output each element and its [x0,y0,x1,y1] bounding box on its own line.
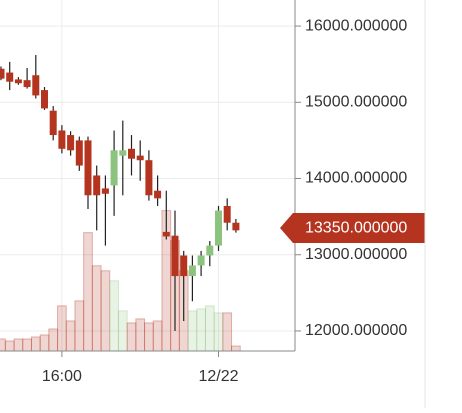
candle-body [223,205,231,223]
candle-body [154,190,162,199]
volume-bar [144,322,154,352]
volume-bar [83,232,93,352]
volume-bar [4,340,15,352]
volume-bar [126,322,137,352]
volume-bar [100,270,111,352]
volume-bar [213,312,224,352]
y-tick-label: 15000.000000 [305,94,407,111]
candle-body [93,175,101,196]
candle-body [14,79,22,84]
volume-bar [196,308,206,352]
candle-body [0,68,5,79]
candle-body [206,245,214,256]
volume-bar [109,280,119,352]
candle-body [101,188,109,194]
candle-body [110,150,118,186]
volume-bar [22,338,32,352]
candle-body [32,75,40,96]
volume-bar [0,338,6,352]
volume-bar [65,320,76,352]
y-tick-label: 13000.000000 [305,246,407,263]
last-price-label: 13350.000000 [305,219,407,236]
candle-body [23,80,31,88]
volume-bar [30,336,41,352]
y-tick-label: 16000.000000 [305,17,407,34]
x-tick-label: 16:00 [42,368,82,385]
axis-labels: 12000.000000 13000.000000 14000.000000 1500… [42,17,425,385]
candle-body [145,160,153,196]
volume-bar [117,310,128,352]
volume-bar [48,328,59,352]
candle-body [49,110,57,136]
y-tick-label: 14000.000000 [305,170,407,187]
candle-body [188,265,196,277]
candle-body [75,140,83,166]
y-tick-label: 12000.000000 [305,322,407,339]
candle-body [162,231,170,237]
candle-body [67,135,75,151]
volume-bar [135,318,146,352]
last-price-flag [280,213,425,244]
volume-bar [231,345,241,352]
volume-layer [0,210,241,352]
volume-bar [39,334,50,352]
x-tick-label: 12/22 [198,368,238,385]
volume-bar [74,300,85,352]
candle-body [58,130,66,149]
candle-layer [0,55,240,331]
volume-bar [222,312,233,352]
candle-body [197,255,205,266]
volume-bar [187,310,198,352]
candle-body [128,148,135,159]
volume-bar [204,305,215,352]
volume-bar [57,305,67,352]
candle-body [171,235,179,277]
volume-bar [152,320,163,352]
candle-body [215,210,222,246]
volume-bar [91,265,102,352]
candle-body [41,90,48,109]
candle-body [6,72,14,82]
candle-body [136,155,144,161]
candle-body [180,255,188,277]
candle-body [119,150,127,156]
candle-body [232,222,240,231]
candle-body [84,140,92,196]
volume-bar [13,338,24,352]
